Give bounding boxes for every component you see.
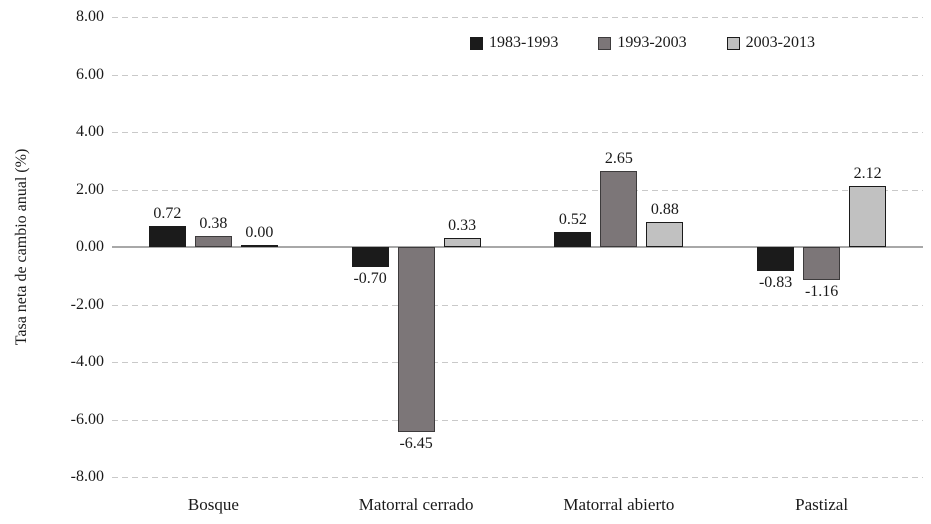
bar-1993-2003-Bosque bbox=[194, 236, 232, 247]
value-label: -0.70 bbox=[353, 270, 387, 288]
legend-label: 1993-2003 bbox=[617, 34, 687, 51]
value-label: -1.16 bbox=[804, 283, 839, 301]
value-label: 2.12 bbox=[853, 165, 882, 183]
gridline bbox=[112, 132, 923, 133]
gridline bbox=[112, 362, 923, 363]
y-tick-label: -6.00 bbox=[70, 410, 104, 428]
bar-1993-2003-Pastizal bbox=[803, 247, 841, 281]
legend-label: 1983-1993 bbox=[489, 34, 559, 51]
gridline bbox=[112, 17, 923, 18]
gridline bbox=[112, 304, 923, 306]
bar-1983-1993-Bosque bbox=[148, 226, 186, 247]
category-label: Matorral abierto bbox=[563, 495, 675, 514]
zero-axis-line bbox=[112, 246, 923, 248]
value-label: -0.83 bbox=[758, 273, 793, 291]
bar-1983-1993-Matorral abierto bbox=[554, 232, 592, 247]
gridline bbox=[112, 189, 923, 191]
bar-2003-2013-Matorral abierto bbox=[646, 221, 684, 247]
plot-area: 0.72 0.38 0.00 -0.70 -6.45 0.33 0.52 2.65 0.88 -0… bbox=[112, 17, 923, 478]
value-label: 0.88 bbox=[650, 200, 679, 218]
y-tick-label: 2.00 bbox=[76, 180, 104, 198]
value-label: 2.65 bbox=[604, 149, 633, 167]
legend-item: 2003-2013 bbox=[726, 34, 815, 52]
category-label: Pastizal bbox=[795, 495, 849, 514]
gridline bbox=[112, 419, 923, 421]
bar-2003-2013-Bosque bbox=[240, 244, 278, 247]
value-label: 0.72 bbox=[153, 205, 182, 223]
value-label: 0.38 bbox=[199, 215, 228, 233]
legend: 1983-1993 1993-2003 2003-2013 bbox=[470, 34, 815, 52]
bar-2003-2013-Matorral cerrado bbox=[443, 237, 481, 247]
y-tick-label: 8.00 bbox=[76, 8, 104, 25]
value-label: 0.33 bbox=[448, 216, 477, 234]
y-tick-label: -8.00 bbox=[70, 468, 104, 485]
legend-swatch-icon bbox=[598, 36, 612, 50]
category-label: Bosque bbox=[187, 495, 239, 514]
y-tick-label: -2.00 bbox=[70, 295, 104, 313]
bar-1983-1993-Matorral cerrado bbox=[351, 247, 389, 268]
value-label: -6.45 bbox=[399, 435, 433, 453]
value-label: 0.00 bbox=[245, 223, 274, 241]
y-tick-label: 0.00 bbox=[76, 238, 104, 255]
bar-1993-2003-Matorral cerrado bbox=[397, 247, 435, 433]
legend-label: 2003-2013 bbox=[745, 34, 815, 51]
bar-1983-1993-Pastizal bbox=[757, 247, 795, 271]
category-label: Matorral cerrado bbox=[358, 495, 474, 514]
gridline bbox=[112, 477, 923, 478]
legend-item: 1993-2003 bbox=[598, 34, 687, 52]
bar-2003-2013-Pastizal bbox=[849, 186, 887, 247]
legend-swatch-icon bbox=[726, 36, 740, 50]
legend-swatch-icon bbox=[470, 36, 483, 50]
y-tick-label: 6.00 bbox=[76, 65, 104, 83]
bar-1993-2003-Matorral abierto bbox=[600, 170, 638, 247]
y-tick-label: 4.00 bbox=[76, 123, 104, 140]
value-label: 0.52 bbox=[558, 211, 587, 229]
gridline bbox=[112, 74, 923, 76]
y-tick-label: -4.00 bbox=[70, 353, 104, 370]
legend-item: 1983-1993 bbox=[470, 34, 558, 52]
